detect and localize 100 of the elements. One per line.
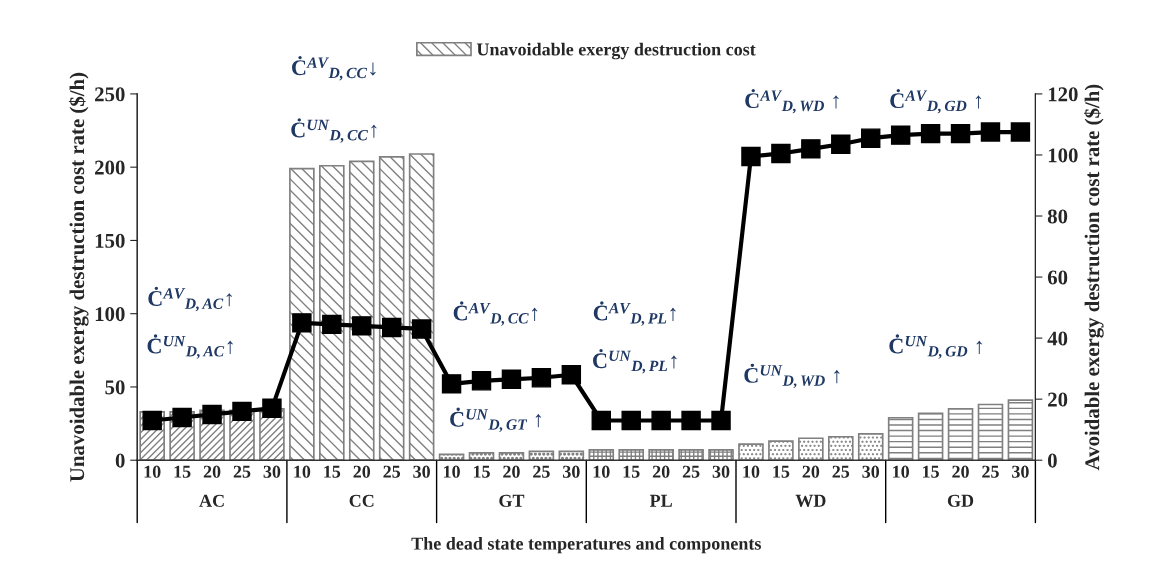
y-tick-label: 200 (95, 160, 125, 175)
point (172, 407, 192, 428)
x-tick-label: 20 (503, 465, 520, 478)
text: GT (499, 494, 525, 507)
text: PL (649, 494, 672, 507)
x-tick-label: 20 (802, 465, 820, 478)
bar (827, 435, 854, 461)
x-tick-label: 20 (652, 465, 670, 478)
annotation: Ċ$^{AV}$$_{D,AC}$↑ (148, 286, 232, 312)
x-tick-label: 10 (443, 465, 460, 478)
point (1010, 122, 1031, 142)
bar (558, 450, 585, 461)
text: WD (795, 494, 826, 507)
y2-tick-label: 60 (1047, 270, 1068, 285)
point (561, 365, 582, 385)
point (741, 146, 761, 167)
point (890, 125, 911, 145)
point (531, 368, 552, 388)
point (950, 123, 971, 144)
x-tick-label: 15 (473, 465, 490, 478)
x-tick-label: 15 (923, 465, 939, 478)
bar (648, 449, 674, 461)
point (411, 319, 432, 339)
bar (528, 450, 555, 461)
x-tick-label: 10 (893, 465, 910, 478)
y2-tick-label: 0 (1047, 453, 1057, 468)
point (681, 410, 701, 431)
point (591, 410, 611, 431)
point (501, 369, 522, 390)
x-tick-label: 15 (773, 465, 790, 478)
bar (798, 437, 824, 461)
x-axis-title: The dead state temperatures and components (411, 537, 761, 554)
bar (1007, 399, 1034, 461)
point (232, 401, 252, 422)
y-tick-label: 150 (95, 233, 125, 248)
x-tick-label: 30 (263, 465, 281, 478)
y2-tick-label: 120 (1048, 87, 1078, 102)
x-tick-label: 30 (562, 465, 580, 478)
annotation: Ċ$^{UN}$$_{D,WD}$ ↑ (744, 363, 840, 389)
x-tick-label: 20 (203, 465, 221, 478)
annotation: Ċ$^{AV}$$_{D,PL}$↑ (593, 301, 676, 326)
bar (588, 449, 615, 461)
x-tick-label: 10 (144, 465, 161, 478)
bar (708, 449, 734, 461)
point (980, 122, 1001, 142)
x-tick-label: 25 (682, 465, 700, 478)
y2-axis-title: Avoidable exergy destruction cost rate ($/h) (1084, 84, 1104, 471)
bar (947, 408, 974, 461)
x-tick-label: 30 (1012, 465, 1029, 478)
x-tick-label: 30 (862, 465, 880, 478)
point (352, 316, 372, 336)
bar (917, 412, 944, 461)
x-tick-label: 20 (952, 465, 969, 478)
bar (289, 167, 315, 461)
y-tick-label: 50 (105, 380, 125, 395)
y2-tick-label: 100 (1048, 148, 1078, 163)
point (471, 371, 492, 391)
x-tick-label: 25 (982, 465, 999, 478)
point (262, 398, 282, 419)
point (711, 410, 731, 431)
point (651, 410, 671, 431)
point (771, 143, 791, 164)
bar (887, 416, 914, 461)
text: GD (947, 494, 974, 507)
x-tick-label: 30 (413, 465, 430, 478)
x-tick-label: 25 (383, 465, 401, 478)
x-tick-label: 25 (533, 465, 550, 478)
bar (498, 452, 525, 461)
bar (618, 449, 645, 461)
point (920, 123, 941, 144)
bar (319, 164, 345, 461)
x-tick-label: 10 (593, 465, 610, 478)
y2-tick-label: 80 (1047, 209, 1068, 224)
annotation: Ċ$^{UN}$$_{D,GD}$ ↑ (889, 334, 982, 359)
text: Ċ$^{AV}$$_{D,CC}$↓ (292, 55, 376, 81)
x-tick-label: 20 (353, 465, 371, 478)
legend-label: Unavoidable exergy destruction cost (476, 42, 756, 60)
x-tick-label: 10 (743, 465, 760, 478)
bar (738, 443, 764, 461)
bar (468, 452, 495, 461)
point (202, 404, 222, 425)
text: CC (349, 494, 374, 507)
annotation: Ċ$^{UN}$$_{D,GT}$ ↑ (450, 407, 541, 433)
annotation: Ċ$^{UN}$$_{D,AC}$↑ (147, 334, 233, 359)
point (292, 313, 312, 333)
bar (678, 449, 704, 461)
bar (378, 156, 405, 461)
point (322, 314, 342, 335)
annotation: Ċ$^{AV}$$_{D,CC}$↑ (453, 301, 538, 326)
point (801, 139, 821, 159)
bar (408, 153, 435, 461)
bar (857, 433, 884, 461)
x-tick-label: 30 (712, 465, 730, 478)
point (381, 317, 402, 338)
y2-tick-label: 20 (1048, 392, 1068, 407)
annotation: Ċ$^{AV}$$_{D,GD}$ ↑ (890, 88, 982, 114)
y-axis-title: Unavoidable exergy destruction cost rate ($/h) (68, 72, 89, 482)
annotation: Ċ$^{UN}$$_{D,PL}$↑ (593, 348, 677, 374)
point (621, 410, 641, 431)
annotation: Ċ$^{AV}$$_{D,WD}$ ↑ (745, 88, 839, 114)
